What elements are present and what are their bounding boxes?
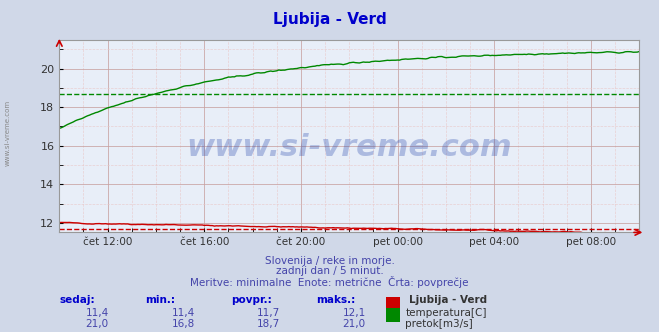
Text: min.:: min.: (145, 295, 175, 305)
Text: 11,4: 11,4 (86, 308, 109, 318)
Text: www.si-vreme.com: www.si-vreme.com (5, 100, 11, 166)
Text: 11,4: 11,4 (171, 308, 194, 318)
Text: Meritve: minimalne  Enote: metrične  Črta: povprečje: Meritve: minimalne Enote: metrične Črta:… (190, 276, 469, 288)
Text: sedaj:: sedaj: (59, 295, 95, 305)
Text: Ljubija - Verd: Ljubija - Verd (273, 12, 386, 27)
Text: povpr.:: povpr.: (231, 295, 272, 305)
Text: Ljubija - Verd: Ljubija - Verd (409, 295, 487, 305)
Text: 18,7: 18,7 (257, 319, 280, 329)
Text: zadnji dan / 5 minut.: zadnji dan / 5 minut. (275, 266, 384, 276)
Text: 16,8: 16,8 (171, 319, 194, 329)
Text: temperatura[C]: temperatura[C] (405, 308, 487, 318)
Text: Slovenija / reke in morje.: Slovenija / reke in morje. (264, 256, 395, 266)
Text: pretok[m3/s]: pretok[m3/s] (405, 319, 473, 329)
Text: maks.:: maks.: (316, 295, 356, 305)
Text: 21,0: 21,0 (343, 319, 366, 329)
Text: 21,0: 21,0 (86, 319, 109, 329)
Text: www.si-vreme.com: www.si-vreme.com (186, 133, 512, 162)
Text: 11,7: 11,7 (257, 308, 280, 318)
Text: 12,1: 12,1 (343, 308, 366, 318)
